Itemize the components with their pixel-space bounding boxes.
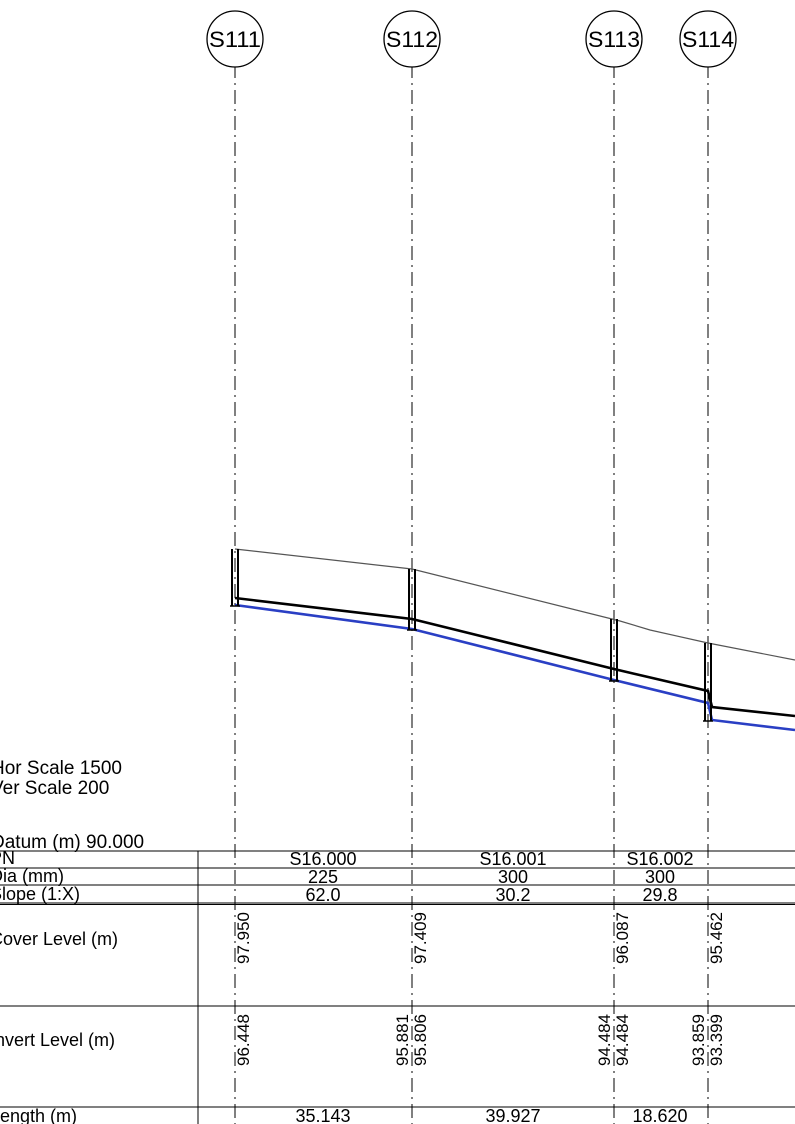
pipe-pn: S16.002 — [626, 849, 693, 869]
cover-level-s112: 97.409 — [411, 912, 430, 964]
row-label-dia: Dia (mm) — [0, 866, 64, 886]
manhole-chamber-s111 — [230, 549, 240, 607]
cover-level-s111: 97.950 — [234, 912, 253, 964]
pipe-crown-line — [234, 596, 795, 718]
invert-level-s111-out: 96.448 — [234, 1014, 253, 1066]
manhole-bubble-s111: S111 — [206, 10, 264, 68]
cover-level-s114: 95.462 — [707, 912, 726, 964]
pipe-dia: 300 — [645, 867, 675, 887]
manhole-label: S113 — [588, 27, 640, 52]
manhole-bubble-s113: S113 — [585, 10, 643, 68]
manhole-chamber-s114 — [703, 643, 713, 722]
row-label-slope: Slope (1:X) — [0, 884, 80, 904]
pipe-pn: S16.001 — [479, 849, 546, 869]
invert-level-s114-in: 93.859 — [689, 1014, 708, 1066]
horizontal-scale: Hor Scale 1500 — [0, 758, 122, 779]
invert-level-s112-in: 95.881 — [393, 1014, 412, 1066]
profile-table-grid — [0, 850, 795, 1124]
pipe-dia: 300 — [498, 867, 528, 887]
pipe-length: 39.927 — [485, 1106, 540, 1124]
invert-level-s114-out: 93.399 — [707, 1014, 726, 1066]
manhole-label: S111 — [209, 27, 261, 52]
manhole-bubble-s114: S114 — [679, 10, 737, 68]
vertical-scale: Ver Scale 200 — [0, 778, 109, 799]
row-label-cover: Cover Level (m) — [0, 929, 118, 949]
pipe-pn: S16.000 — [289, 849, 356, 869]
pipe-cells-s16-000: S16.000 225 62.0 35.143 — [289, 849, 356, 1124]
manhole-label: S114 — [682, 27, 734, 52]
manhole-bubble-s112: S112 — [383, 10, 441, 68]
pipe-cells-s16-002: S16.002 300 29.8 18.620 — [626, 849, 693, 1124]
manhole-label: S112 — [386, 27, 438, 52]
manhole-centre-lines — [234, 64, 709, 1124]
row-label-length: Length (m) — [0, 1106, 77, 1124]
pipe-length: 35.143 — [295, 1106, 350, 1124]
pipe-slope: 29.8 — [642, 885, 677, 905]
manhole-chamber-s112 — [407, 569, 417, 631]
pipe-slope: 62.0 — [305, 885, 340, 905]
datum-label: Datum (m) 90.000 — [0, 832, 144, 853]
invert-level-values: 96.448 95.881 95.806 94.484 94.484 93.85… — [234, 1014, 726, 1066]
row-label-pn: PN — [0, 848, 15, 868]
row-label-invert: Invert Level (m) — [0, 1030, 115, 1050]
invert-level-s113-in: 94.484 — [595, 1014, 614, 1066]
pipe-invert-line — [234, 603, 795, 732]
invert-level-s112-out: 95.806 — [411, 1014, 430, 1066]
ground-level-line — [234, 548, 795, 661]
pipe-slope: 30.2 — [495, 885, 530, 905]
pipe-length: 18.620 — [632, 1106, 687, 1124]
manhole-chamber-s113 — [609, 619, 619, 682]
invert-level-s113-out: 94.484 — [613, 1014, 632, 1066]
cover-level-values: 97.950 97.409 96.087 95.462 — [234, 912, 726, 964]
pipe-dia: 225 — [308, 867, 338, 887]
cover-level-s113: 96.087 — [613, 912, 632, 964]
pipe-cells-s16-001: S16.001 300 30.2 39.927 — [479, 849, 546, 1124]
